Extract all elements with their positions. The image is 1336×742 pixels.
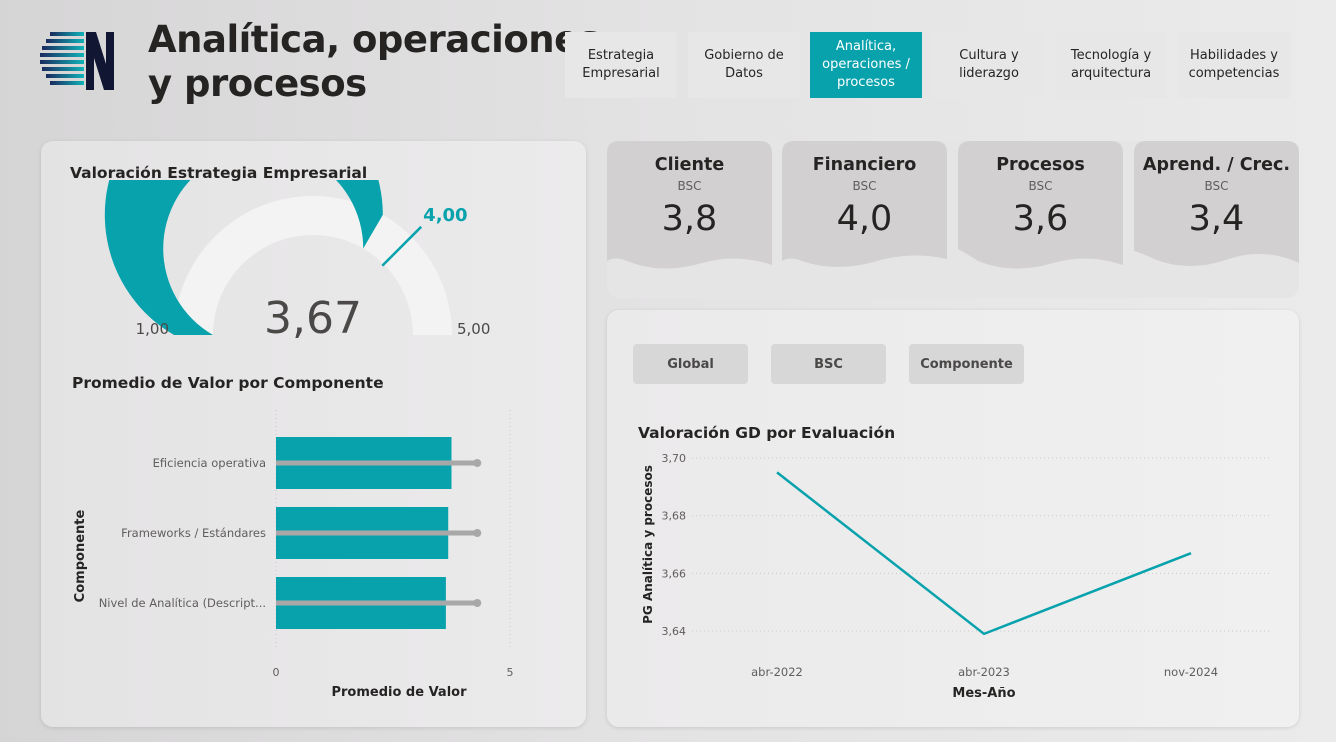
kpi-subtitle: BSC: [1028, 179, 1053, 193]
line-xtick-label: abr-2022: [751, 665, 803, 679]
bar-chart-ylabel: Componente: [73, 510, 88, 603]
nav-analitica-operaciones[interactable]: Analítica, operaciones / procesos: [810, 32, 922, 98]
nav-estrategia-empresarial[interactable]: Estrategia Empresarial: [565, 32, 677, 98]
kpi-card-background: [607, 141, 772, 269]
gauge-value: 3,67: [264, 293, 362, 344]
gauge-fill: [104, 180, 383, 335]
bar-chart: 0 5 Eficiencia operativa Frameworks / Está…: [73, 410, 514, 700]
kpi-title: Aprend. / Crec.: [1142, 155, 1291, 175]
line-chart-xlabel: Mes-Año: [952, 686, 1015, 701]
gauge-max-label: 5,00: [457, 320, 490, 338]
kpi-subtitle: BSC: [852, 179, 877, 193]
gauge-target-label: 4,00: [423, 205, 467, 226]
kpi-value: 4,0: [836, 199, 893, 239]
kpi-card-financiero: Financiero BSC 4,0: [782, 141, 947, 271]
kpi-subtitle: BSC: [1204, 179, 1229, 193]
kpi-title: Cliente: [654, 155, 725, 175]
line-chart-title: Valoración GD por Evaluación: [638, 424, 896, 442]
page-title-line1: Analítica, operaciones: [148, 18, 601, 61]
bar-xtick-label: 0: [273, 666, 280, 679]
gauge-target-marker: [381, 225, 423, 267]
line-xtick-label: abr-2023: [958, 665, 1010, 679]
kpi-title: Procesos: [996, 155, 1085, 175]
line-chart-ylabel: PG Analítica y procesos: [641, 465, 655, 624]
line-ytick-label: 3,70: [662, 452, 687, 465]
line-ytick-label: 3,68: [662, 510, 687, 523]
kpi-card-procesos: Procesos BSC 3,6: [958, 141, 1123, 271]
company-logo: [40, 30, 116, 92]
bar-target-dot: [473, 529, 482, 537]
nav-habilidades-competencias[interactable]: Habilidades y competencias: [1178, 32, 1290, 98]
kpi-card-background: [958, 141, 1123, 269]
kpi-value: 3,8: [661, 199, 718, 239]
page-title: Analítica, operaciones y procesos: [148, 18, 601, 106]
segment-bsc-button[interactable]: BSC: [771, 344, 886, 384]
gauge-chart: 4,00 3,67 1,00 5,00: [104, 180, 490, 344]
line-ytick-label: 3,64: [662, 625, 687, 638]
bar-category-label: Nivel de Analítica (Descript...: [99, 596, 266, 610]
kpi-card-aprendizaje: Aprend. / Crec. BSC 3,4: [1134, 141, 1299, 271]
kpi-title: Financiero: [812, 155, 917, 175]
gauge-track: [174, 196, 452, 335]
line-series: [776, 471, 1192, 636]
bar-chart-xlabel: Promedio de Valor: [331, 685, 467, 700]
bar-category-label: Frameworks / Estándares: [121, 526, 266, 540]
segment-global-button[interactable]: Global: [633, 344, 748, 384]
page-title-line2: y procesos: [148, 62, 367, 105]
kpi-value: 3,6: [1012, 199, 1069, 239]
line-chart: 3,64 3,66 3,68 3,70 abr-2022 abr-2023 nov-202…: [641, 452, 1272, 701]
nav-cultura-liderazgo[interactable]: Cultura y liderazgo: [933, 32, 1045, 98]
bar-target-dot: [473, 459, 482, 467]
kpi-card-cliente: Cliente BSC 3,8: [607, 141, 772, 271]
gauge-title: Valoración Estrategia Empresarial: [70, 164, 368, 182]
kpi-card-background: [1134, 141, 1299, 266]
bar-xtick-label: 5: [507, 666, 514, 679]
bar-category-label: Eficiencia operativa: [153, 456, 266, 470]
kpi-subtitle: BSC: [677, 179, 702, 193]
kpi-value: 3,4: [1188, 199, 1245, 239]
nav-tecnologia-arquitectura[interactable]: Tecnología y arquitectura: [1055, 32, 1167, 98]
nav-gobierno-datos[interactable]: Gobierno de Datos: [688, 32, 800, 98]
bar-chart-title: Promedio de Valor por Componente: [72, 374, 384, 392]
line-xtick-label: nov-2024: [1164, 665, 1218, 679]
gauge-min-label: 1,00: [136, 320, 169, 338]
kpi-card-background: [782, 141, 947, 267]
bar-target-dot: [473, 599, 482, 607]
segment-componente-button[interactable]: Componente: [909, 344, 1024, 384]
line-ytick-label: 3,66: [662, 567, 687, 580]
